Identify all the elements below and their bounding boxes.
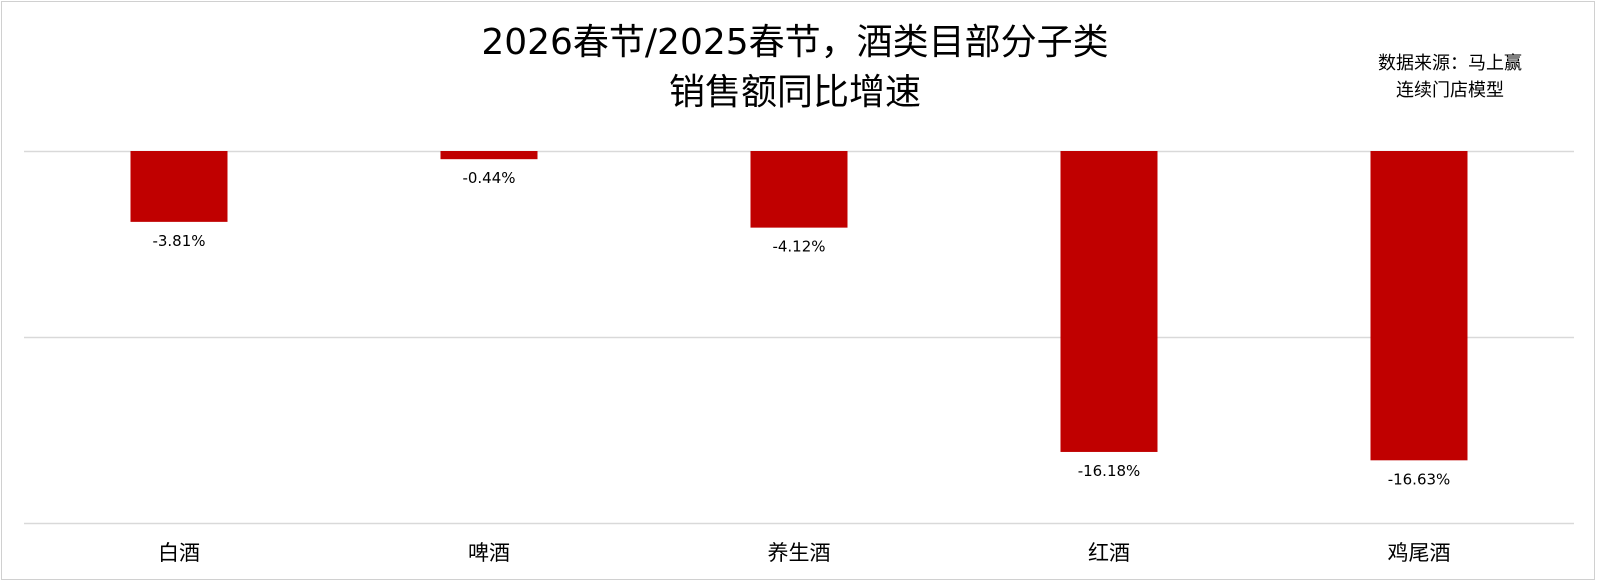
- x-tick-label-0: 白酒: [158, 541, 200, 565]
- x-tick-label-1: 啤酒: [468, 541, 510, 565]
- x-tick-label-2: 养生酒: [768, 541, 831, 565]
- data-label-1: -0.44%: [462, 169, 515, 187]
- data-label-0: -3.81%: [152, 232, 205, 250]
- x-tick-label-3: 红酒: [1088, 541, 1130, 565]
- bar-4: [1370, 151, 1468, 461]
- source-note-line-1: 数据来源：马上赢: [1378, 53, 1522, 74]
- source-note-line-2: 连续门店模型: [1396, 80, 1504, 101]
- bar-1: [440, 151, 538, 160]
- chart-title-line-1: 2026春节/2025春节，酒类目部分子类: [481, 22, 1109, 63]
- chart-title-line-2: 销售额同比增速: [668, 72, 921, 113]
- data-label-4: -16.63%: [1388, 470, 1451, 488]
- source-note: 数据来源：马上赢 连续门店模型: [1350, 50, 1550, 104]
- bar-2: [750, 151, 848, 228]
- bar-3: [1060, 151, 1158, 452]
- data-label-3: -16.18%: [1078, 462, 1141, 480]
- bar-0: [130, 151, 228, 222]
- chart-title: 2026春节/2025春节，酒类目部分子类 销售额同比增速: [380, 18, 1210, 118]
- x-tick-label-4: 鸡尾酒: [1388, 541, 1451, 565]
- data-label-2: -4.12%: [772, 238, 825, 256]
